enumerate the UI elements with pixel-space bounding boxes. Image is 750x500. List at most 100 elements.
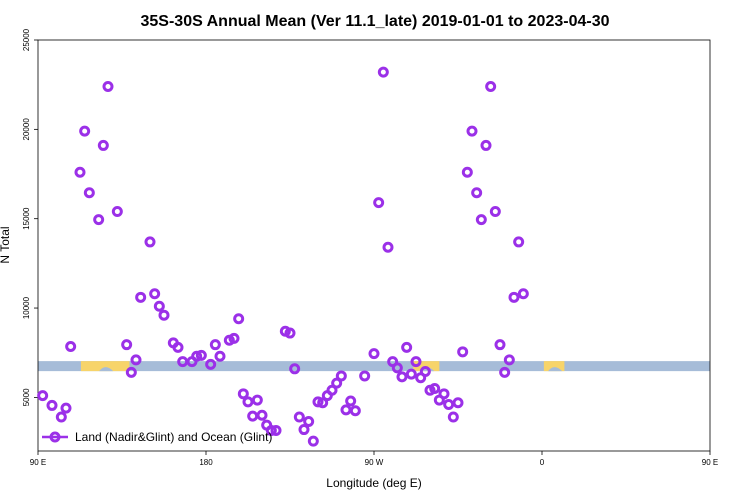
- data-point: [475, 214, 487, 226]
- data-point: [489, 206, 501, 218]
- data-point: [317, 397, 329, 409]
- data-point: [410, 356, 422, 368]
- data-point: [237, 388, 249, 400]
- land-segment-cove: [548, 367, 563, 372]
- data-point: [438, 388, 450, 400]
- data-point: [401, 341, 413, 353]
- legend: Land (Nadir&Glint) and Ocean (Glint): [42, 430, 272, 444]
- data-point: [83, 187, 95, 199]
- data-point: [457, 346, 469, 358]
- x-tick-label: 90 E: [702, 458, 718, 467]
- legend-label: Land (Nadir&Glint) and Ocean (Glint): [75, 430, 272, 444]
- data-point: [247, 410, 259, 422]
- y-tick-label: 15000: [22, 207, 31, 230]
- data-point: [233, 313, 245, 325]
- data-point: [205, 358, 217, 370]
- data-point: [335, 370, 347, 382]
- data-point: [265, 424, 277, 436]
- data-point: [228, 332, 240, 344]
- y-axis-label: N Total: [0, 226, 12, 263]
- data-point: [419, 365, 431, 377]
- data-point: [513, 236, 525, 248]
- data-point: [46, 399, 58, 411]
- y-tick-label: 10000: [22, 296, 31, 319]
- data-point: [242, 396, 254, 408]
- data-point: [111, 206, 123, 218]
- data-point: [172, 341, 184, 353]
- data-point: [429, 382, 441, 394]
- data-point: [191, 350, 203, 362]
- data-point: [37, 390, 49, 402]
- land-segment-cove: [99, 367, 114, 372]
- data-point: [251, 394, 263, 406]
- data-point: [405, 368, 417, 380]
- data-point: [461, 166, 473, 178]
- data-point: [195, 349, 207, 361]
- data-point: [517, 288, 529, 300]
- data-point: [471, 187, 483, 199]
- data-point: [503, 354, 515, 366]
- data-point: [153, 300, 165, 312]
- data-points: [37, 66, 529, 447]
- data-point: [382, 241, 394, 253]
- data-point: [396, 371, 408, 383]
- y-axis: 5000 10000 15000 20000 25000: [22, 28, 38, 406]
- data-point: [97, 139, 109, 151]
- data-point: [270, 424, 282, 436]
- data-point: [307, 435, 319, 447]
- data-point: [130, 354, 142, 366]
- data-point: [144, 236, 156, 248]
- data-point: [55, 411, 67, 423]
- data-point: [359, 370, 371, 382]
- x-tick-label: 180: [199, 458, 213, 467]
- data-point: [289, 363, 301, 375]
- data-point: [158, 309, 170, 321]
- data-point: [209, 339, 221, 351]
- data-point: [443, 399, 455, 411]
- y-tick-label: 5000: [22, 388, 31, 406]
- data-point: [368, 348, 380, 360]
- land-segment: [80, 361, 130, 372]
- data-point: [349, 405, 361, 417]
- chart-title: 35S-30S Annual Mean (Ver 11.1_late) 2019…: [141, 13, 610, 30]
- data-point: [135, 291, 147, 303]
- data-point: [373, 197, 385, 209]
- data-point: [60, 402, 72, 414]
- x-tick-label: 0: [540, 458, 545, 467]
- data-point: [74, 166, 86, 178]
- data-point: [93, 214, 105, 226]
- x-tick-label: 90 E: [30, 458, 46, 467]
- data-point: [345, 395, 357, 407]
- y-tick-label: 25000: [22, 28, 31, 51]
- data-point: [149, 288, 161, 300]
- data-point: [466, 125, 478, 137]
- data-point: [298, 424, 310, 436]
- data-point: [121, 339, 133, 351]
- data-point: [508, 291, 520, 303]
- data-point: [303, 416, 315, 428]
- data-point: [102, 80, 114, 92]
- data-point: [331, 377, 343, 389]
- data-point: [125, 366, 137, 378]
- data-point: [494, 339, 506, 351]
- data-point: [391, 362, 403, 374]
- data-point: [499, 366, 511, 378]
- data-point: [256, 409, 268, 421]
- data-point: [485, 80, 497, 92]
- land-segment: [543, 361, 565, 372]
- data-point: [214, 350, 226, 362]
- data-point: [480, 139, 492, 151]
- data-point: [447, 411, 459, 423]
- data-point: [65, 340, 77, 352]
- data-point: [79, 125, 91, 137]
- ocean-strip: [38, 361, 710, 372]
- data-point: [452, 397, 464, 409]
- y-tick-label: 20000: [22, 118, 31, 141]
- data-point: [377, 66, 389, 78]
- data-point: [326, 384, 338, 396]
- x-tick-label: 90 W: [365, 458, 384, 467]
- data-point: [340, 404, 352, 416]
- data-point: [293, 411, 305, 423]
